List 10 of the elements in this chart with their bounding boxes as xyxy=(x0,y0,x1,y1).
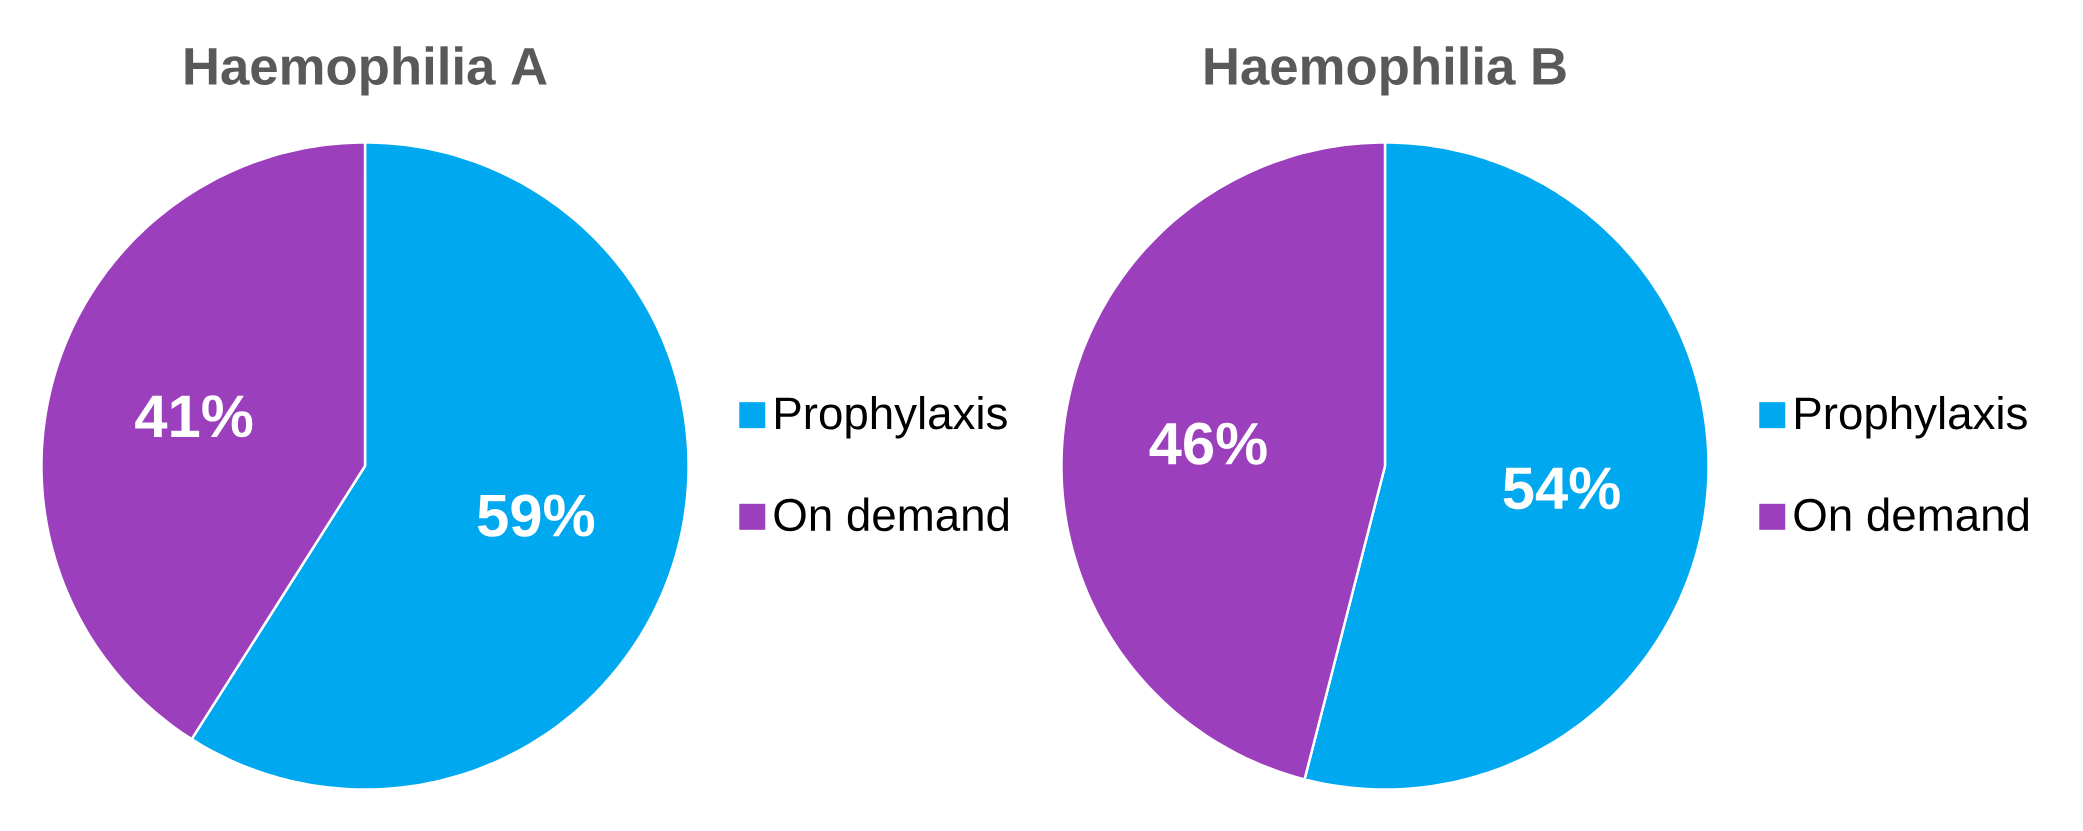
legend-label: Prophylaxis xyxy=(776,395,1007,439)
data-label: 46% xyxy=(1149,422,1267,465)
chart-title: Haemophilia B xyxy=(1205,46,1566,96)
legend-label: On demand xyxy=(774,497,1009,532)
data-label: 59% xyxy=(477,494,595,537)
legend-label: On demand xyxy=(1794,497,2029,532)
data-label: 41% xyxy=(135,395,253,438)
chart-title: Haemophilia A xyxy=(185,46,547,96)
legend-label: Prophylaxis xyxy=(1796,395,2027,439)
data-label: 54% xyxy=(1503,467,1620,510)
